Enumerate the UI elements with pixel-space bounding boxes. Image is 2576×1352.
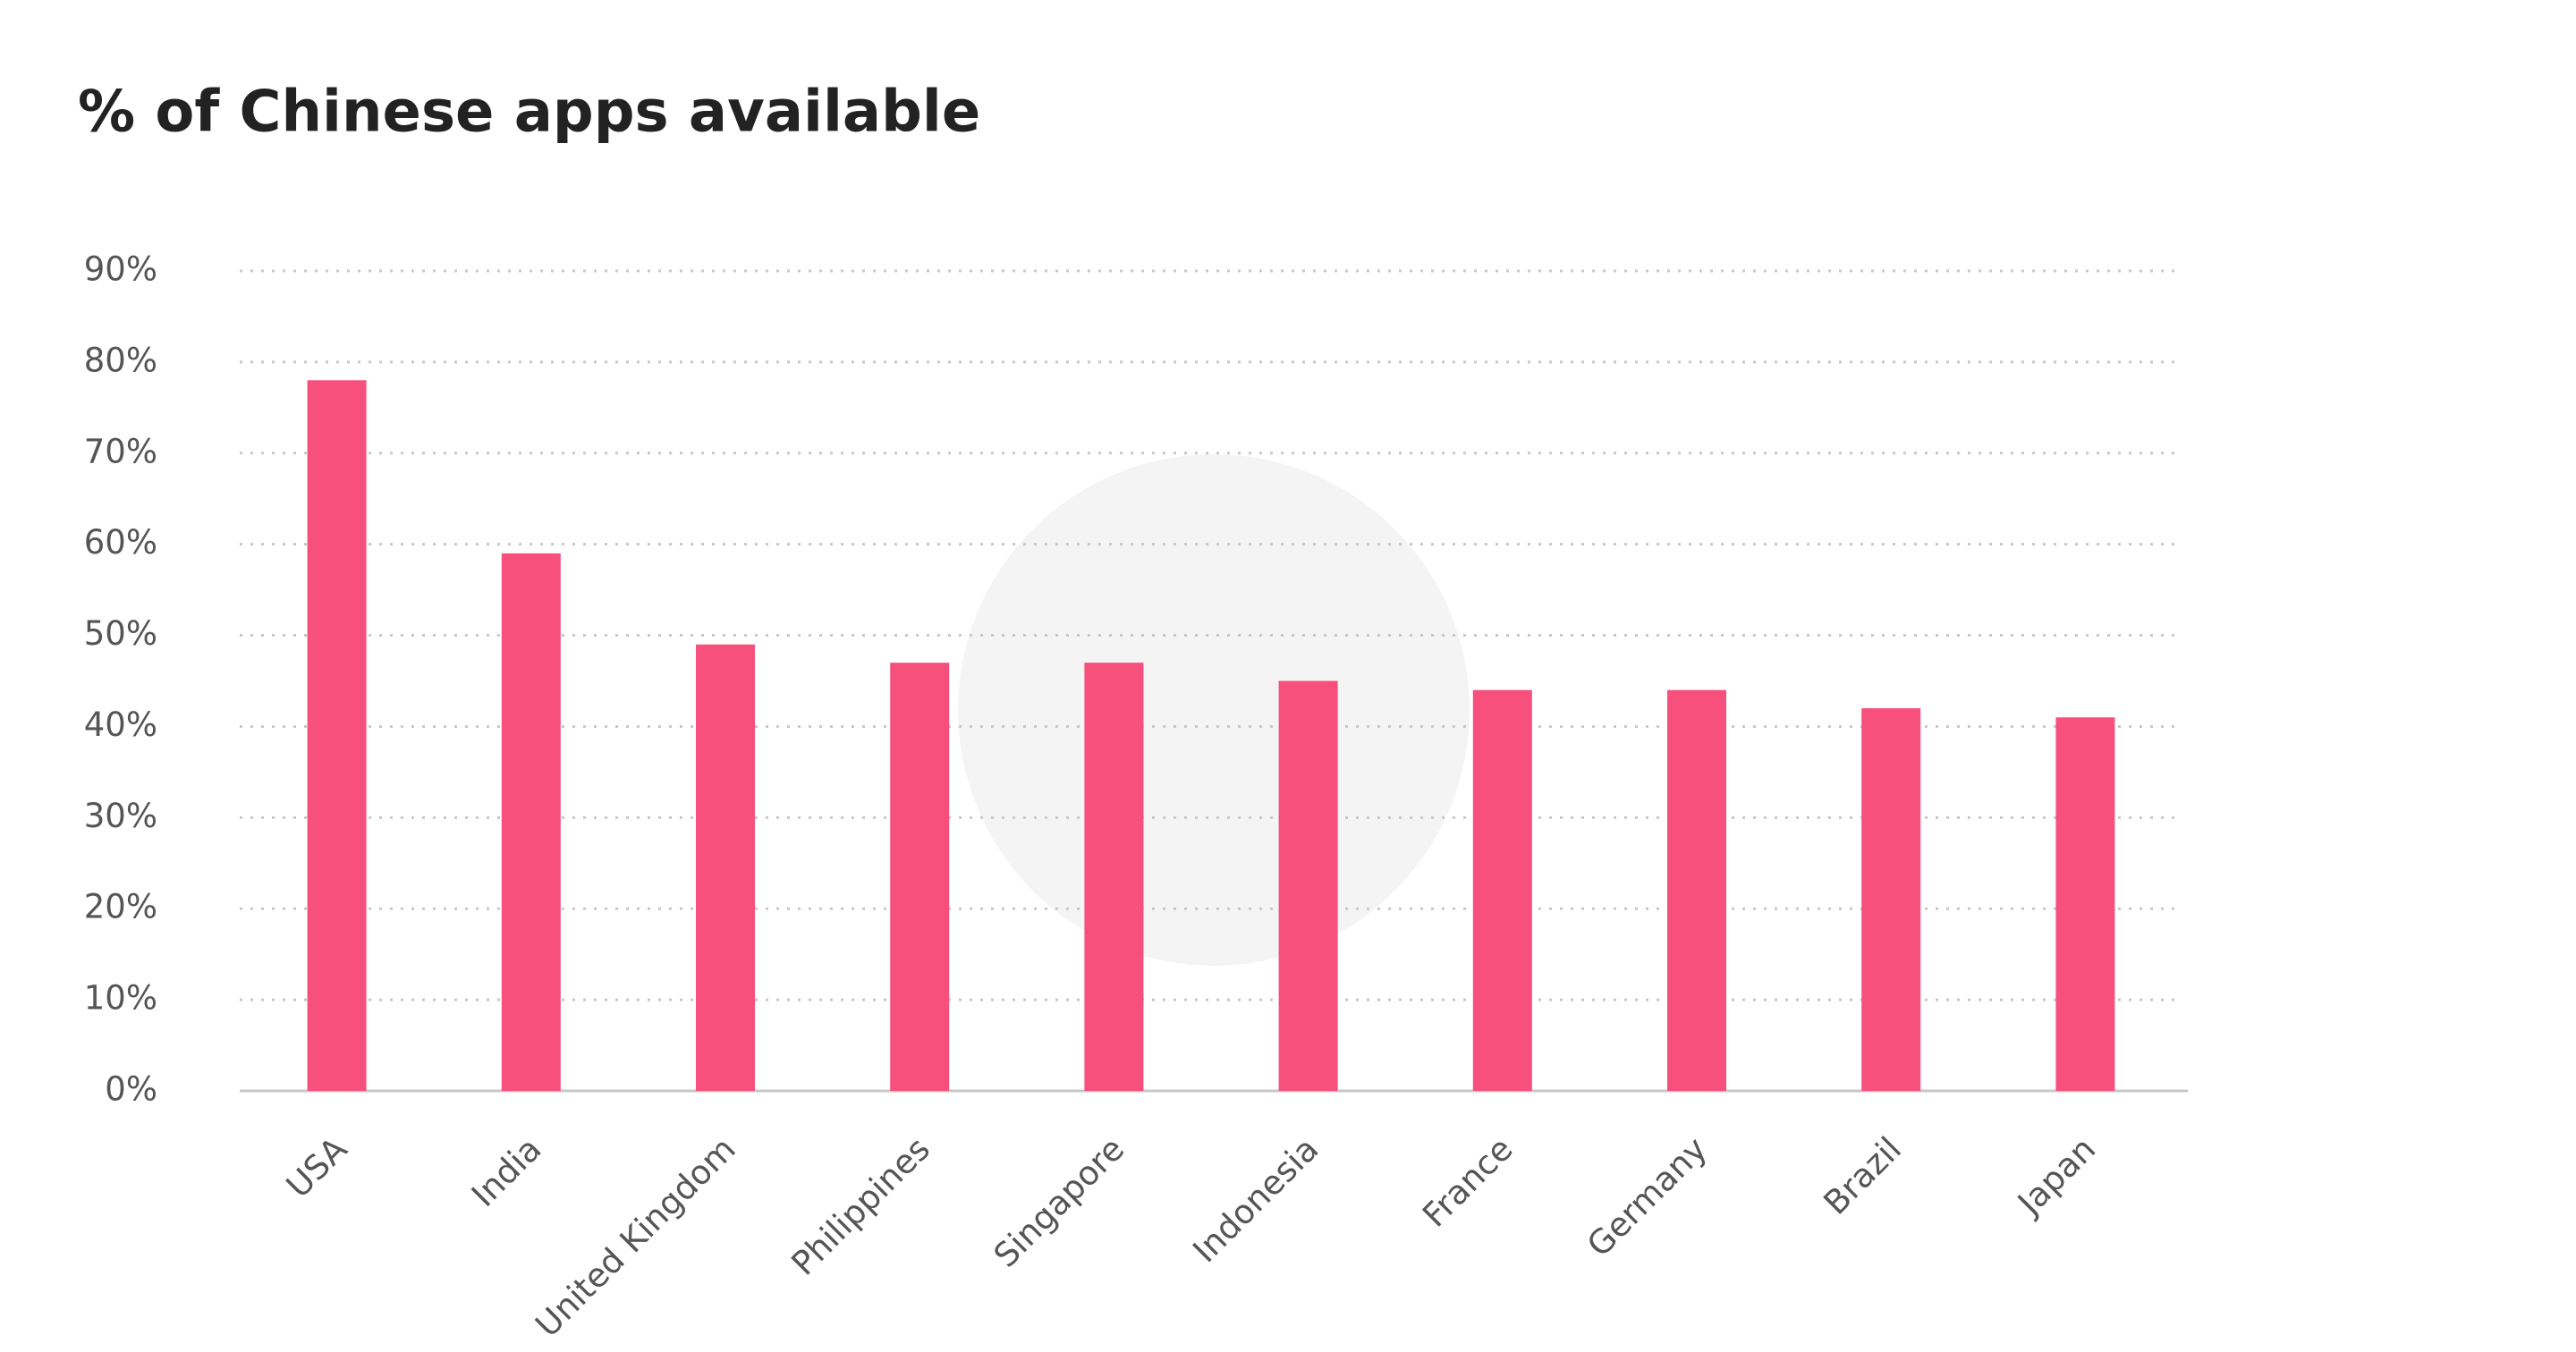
bar [890, 663, 950, 1091]
bar [307, 380, 367, 1091]
chart-title: % of Chinese apps available [78, 80, 980, 146]
x-tick-label: France [1415, 1129, 1520, 1234]
y-tick-label: 40% [84, 706, 157, 744]
y-tick-label: 50% [84, 614, 157, 653]
bar [1861, 708, 1921, 1091]
x-tick-label: India [464, 1129, 549, 1214]
x-tick-label: Germany [1580, 1129, 1715, 1264]
bar [1667, 689, 1726, 1091]
bar [1084, 663, 1144, 1091]
x-tick-label: Singapore [987, 1129, 1131, 1274]
y-tick-label: 80% [84, 341, 157, 379]
x-tick-label: United Kingdom [528, 1129, 742, 1344]
x-tick-label: Indonesia [1185, 1129, 1326, 1270]
y-tick-label: 30% [84, 797, 157, 835]
bar [501, 553, 561, 1091]
x-tick-label: Brazil [1817, 1129, 1909, 1221]
y-tick-label: 0% [105, 1070, 157, 1109]
y-tick-label: 10% [84, 979, 157, 1018]
watermark [958, 454, 1470, 966]
x-tick-label: Philippines [784, 1129, 937, 1282]
y-tick-label: 60% [84, 523, 157, 562]
y-tick-label: 90% [84, 250, 157, 289]
y-tick-label: 70% [84, 432, 157, 470]
x-tick-label: USA [279, 1129, 355, 1205]
y-tick-label: 20% [84, 888, 157, 926]
bar [696, 644, 755, 1091]
bar [1278, 680, 1338, 1091]
x-tick-label: Japan [2009, 1129, 2103, 1223]
bar [1472, 689, 1532, 1091]
bar [2055, 717, 2115, 1091]
